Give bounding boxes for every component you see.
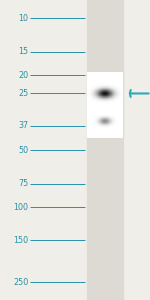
Text: 20: 20 — [18, 71, 28, 80]
Text: 37: 37 — [18, 121, 28, 130]
Text: 50: 50 — [18, 146, 28, 155]
Text: 75: 75 — [18, 179, 28, 188]
Text: 100: 100 — [14, 203, 28, 212]
Text: 15: 15 — [18, 47, 28, 56]
Text: 250: 250 — [13, 278, 28, 287]
Text: 10: 10 — [18, 14, 28, 23]
Text: 150: 150 — [13, 236, 28, 245]
Text: 25: 25 — [18, 89, 28, 98]
